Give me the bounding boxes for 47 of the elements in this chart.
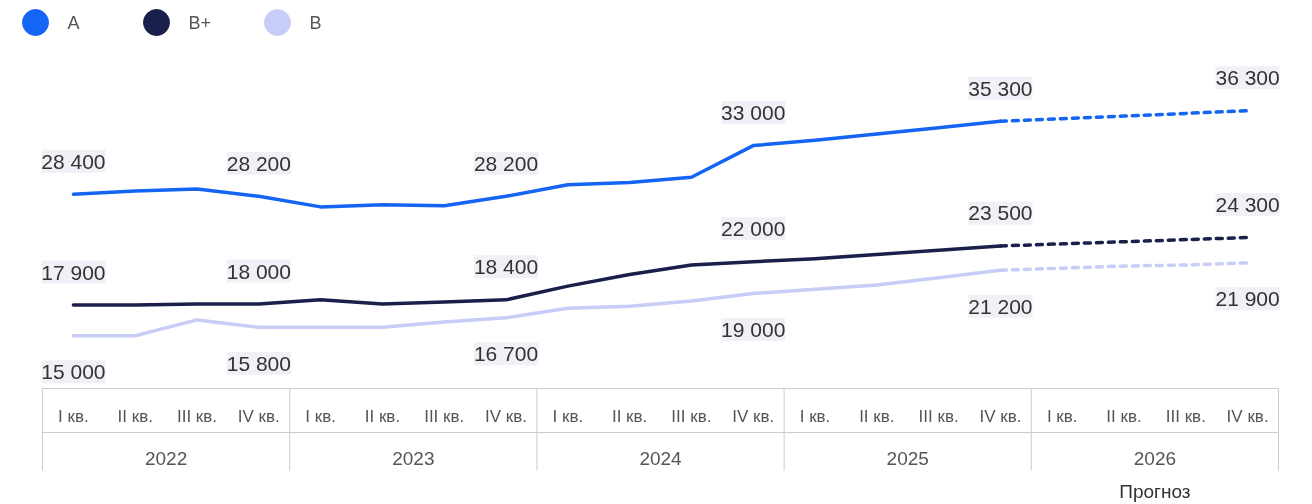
data-label: 18 400 [473, 255, 539, 279]
data-label: 19 000 [721, 318, 786, 341]
x-tick-label: I кв. [58, 407, 89, 426]
x-tick-label: I кв. [1046, 407, 1078, 426]
x-tick-label: III кв. [918, 407, 959, 426]
legend-label: B [309, 12, 322, 33]
text: Прогноз [1119, 481, 1191, 502]
x-tick-label: III кв. [176, 407, 218, 426]
x-tick-label: II кв. [117, 407, 153, 426]
data-label: 15 800 [226, 351, 291, 375]
data-label: 35 300 [968, 76, 1033, 100]
x-tick-label: III кв. [1165, 407, 1206, 426]
x-tick-label: II кв. [859, 407, 895, 426]
text: 2026 [1133, 448, 1177, 469]
data-label: 36 300 [1215, 66, 1280, 90]
x-tick-label: IV кв. [485, 407, 528, 426]
data-label: 15 000 [41, 360, 106, 384]
data-label: 33 000 [721, 101, 786, 125]
x-tick-label: III кв. [671, 407, 712, 426]
data-label: 17 900 [41, 260, 106, 284]
x-tick-label: I кв. [305, 407, 336, 426]
x-tick-label: III кв. [424, 407, 465, 426]
x-tick-label: IV кв. [237, 407, 280, 426]
data-label: 28 200 [473, 151, 539, 175]
x-tick-label: II кв. [611, 407, 648, 426]
legend-label: A [67, 12, 80, 33]
data-label: 24 300 [1215, 193, 1280, 217]
x-tick-label: I кв. [552, 407, 584, 426]
text: 2025 [886, 448, 929, 469]
data-label: 16 700 [473, 342, 539, 366]
x-tick-label: IV кв. [979, 407, 1022, 426]
data-label: 28 200 [226, 151, 291, 175]
data-label: 28 400 [41, 149, 106, 173]
text: 2022 [144, 448, 188, 469]
x-tick-label: I кв. [799, 407, 831, 426]
data-label: 22 000 [721, 217, 786, 241]
x-tick-label: II кв. [1106, 407, 1142, 426]
text: 2024 [639, 448, 683, 469]
x-tick-label: II кв. [364, 407, 401, 426]
x-tick-label: IV кв. [732, 407, 775, 426]
text: 2023 [392, 448, 435, 469]
data-label: 18 000 [226, 259, 291, 283]
x-tick-label: IV кв. [1226, 407, 1269, 426]
data-label: 21 900 [1215, 287, 1280, 311]
data-label: 23 500 [968, 201, 1033, 225]
legend-label: B+ [188, 12, 212, 33]
data-label: 21 200 [968, 294, 1033, 318]
